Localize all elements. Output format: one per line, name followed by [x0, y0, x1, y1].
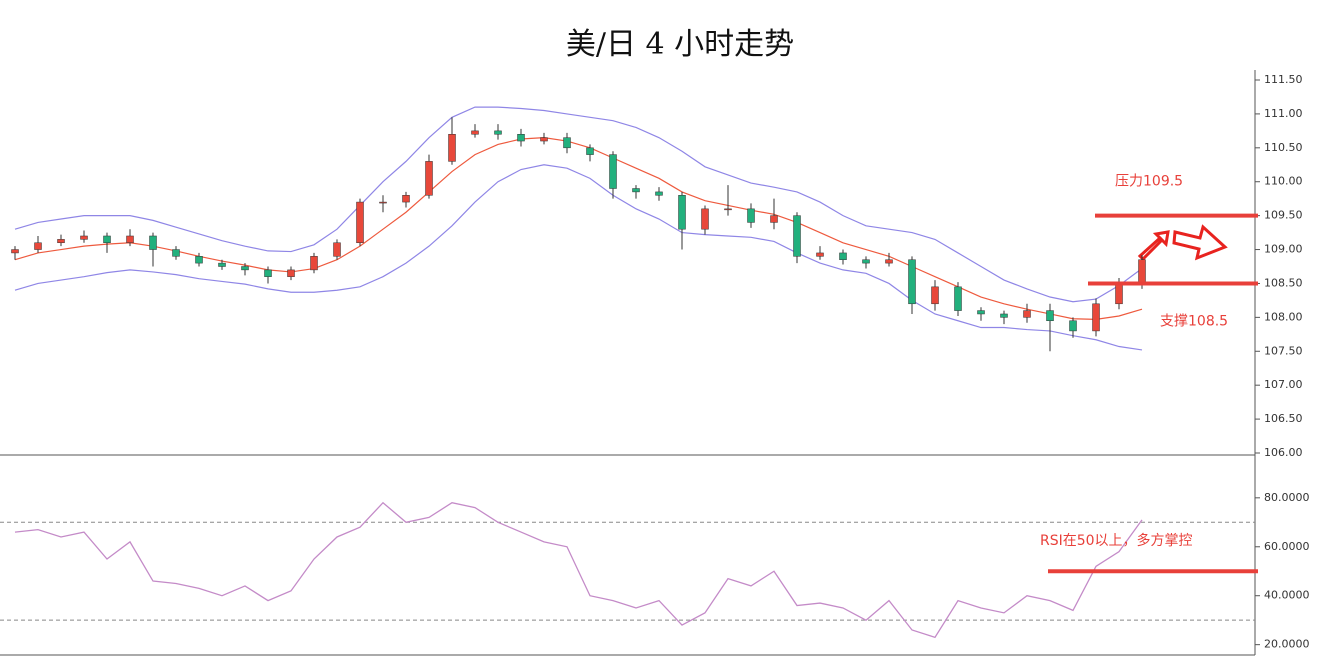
y-tick-label: 111.00: [1264, 107, 1303, 120]
band-line: [14, 106, 1143, 303]
y-tick-label: 109.50: [1264, 209, 1303, 222]
candle-body: [839, 252, 847, 260]
y-tick-label: 40.0000: [1264, 589, 1310, 602]
candle-body: [770, 215, 778, 223]
candle-body: [11, 249, 19, 254]
candle-body: [103, 235, 111, 244]
arrow: [1137, 230, 1170, 262]
candle-body: [977, 310, 985, 315]
candle-body: [793, 215, 801, 257]
candle-body: [402, 195, 410, 203]
candle-body: [609, 154, 617, 189]
candle-body: [80, 235, 88, 240]
candle-body: [517, 134, 525, 142]
band-line: [14, 137, 1143, 320]
candle-body: [195, 256, 203, 264]
y-tick-label: 107.00: [1264, 378, 1303, 391]
candle-body: [57, 239, 65, 244]
candle-body: [816, 252, 824, 257]
candle-body: [1138, 259, 1146, 284]
candle-body: [1023, 310, 1031, 318]
candle-body: [954, 286, 962, 311]
arrow: [1172, 224, 1228, 261]
y-tick-label: 108.00: [1264, 310, 1303, 323]
y-tick-label: 110.50: [1264, 141, 1303, 154]
candle-body: [862, 259, 870, 264]
candle-body: [747, 208, 755, 223]
candle-body: [34, 242, 42, 250]
candle-body: [241, 266, 249, 271]
y-tick-label: 60.0000: [1264, 540, 1310, 553]
candle-body: [287, 269, 295, 277]
candle-body: [931, 286, 939, 305]
candle-body: [540, 137, 548, 142]
level-label: RSI在50以上，多方掌控: [1040, 532, 1193, 549]
candle-body: [1046, 310, 1054, 322]
candle-body: [494, 130, 502, 135]
candle-body: [264, 269, 272, 277]
candle-body: [333, 242, 341, 257]
candle-body: [425, 161, 433, 196]
candle-body: [126, 235, 134, 244]
candle-body: [563, 137, 571, 149]
y-tick-label: 20.0000: [1264, 638, 1310, 651]
y-tick-label: 109.00: [1264, 243, 1303, 256]
y-tick-label: 106.00: [1264, 446, 1303, 459]
candle-body: [632, 188, 640, 193]
level-label: 支撑108.5: [1160, 313, 1228, 329]
candle-body: [1069, 320, 1077, 332]
y-tick-label: 107.50: [1264, 344, 1303, 357]
chart-title: 美/日 4 小时走势: [566, 27, 794, 62]
y-tick-label: 111.50: [1264, 73, 1303, 86]
candle-body: [678, 195, 686, 230]
candle-body: [379, 201, 387, 204]
candle-body: [448, 134, 456, 162]
band-line: [14, 164, 1143, 351]
y-tick-label: 108.50: [1264, 276, 1303, 289]
candle-body: [701, 208, 709, 230]
candle-body: [908, 259, 916, 305]
candle-body: [586, 147, 594, 155]
level-label: 压力109.5: [1115, 174, 1183, 190]
candle-body: [310, 256, 318, 271]
rsi-line: [14, 501, 1143, 639]
candle-body: [724, 208, 732, 211]
candle-body: [218, 262, 226, 267]
y-tick-label: 110.00: [1264, 175, 1303, 188]
candle-body: [1092, 303, 1100, 332]
candle-body: [356, 201, 364, 244]
candle-body: [885, 259, 893, 264]
candle-body: [655, 191, 663, 196]
candle-body: [149, 235, 157, 250]
candle-body: [172, 249, 180, 257]
candle-body: [1115, 283, 1123, 305]
candle-body: [1000, 313, 1008, 318]
y-tick-label: 106.50: [1264, 412, 1303, 425]
y-tick-label: 80.0000: [1264, 491, 1310, 504]
candle-body: [471, 130, 479, 135]
